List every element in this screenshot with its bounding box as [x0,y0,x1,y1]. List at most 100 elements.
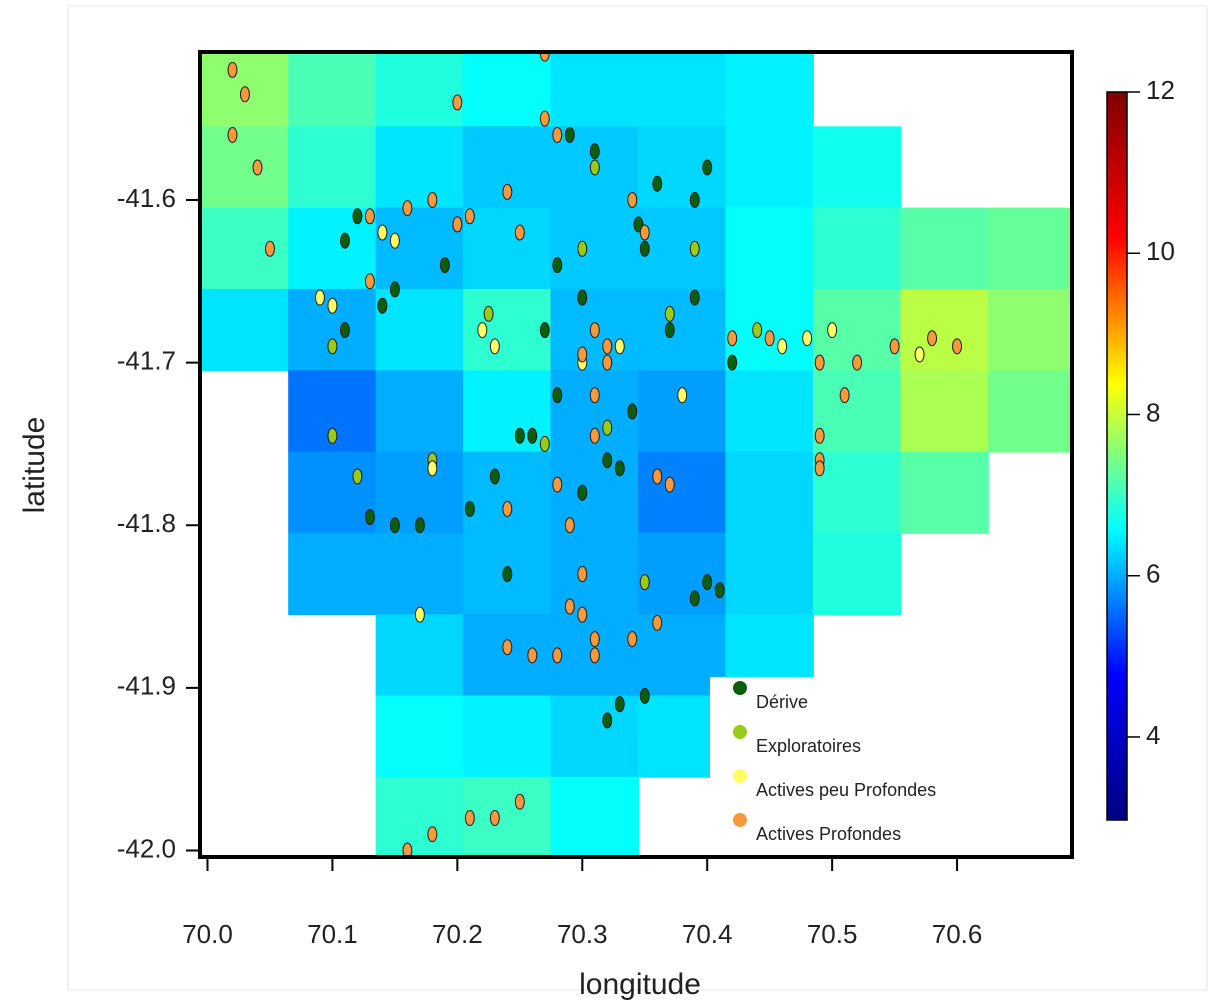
x-tick-label: 70.4 [682,919,733,949]
point [602,712,613,729]
point [614,338,625,355]
point [589,143,600,160]
legend-label: Actives Profondes [756,824,901,844]
point [577,240,588,257]
field-cell [900,451,989,534]
field-cell [200,207,290,290]
point [689,191,700,208]
x-axis-label: longitude [579,968,701,1001]
axes: 4 6 8 10 12 70.0 70.1 70.2 70.3 70.4 70.5 70.6 -41.6… [117,75,1175,949]
point [427,191,438,208]
point [377,297,388,314]
field-cell [725,451,814,534]
point [602,338,613,355]
point [389,281,400,298]
field-cell [288,532,377,616]
x-tick-label: 70.5 [807,919,858,949]
field-cell [375,776,465,857]
point [564,126,575,143]
point [402,200,413,217]
point [552,257,563,274]
point [927,330,938,347]
x-tick-label: 70.3 [557,919,608,949]
point [802,330,813,347]
point [389,517,400,534]
field-cell [375,614,465,697]
point [664,476,675,493]
y-tick-label: -41.9 [117,671,176,701]
field-cell [637,207,727,290]
point [483,305,494,322]
colorbar [1106,91,1128,821]
point [502,183,513,200]
point [314,289,325,306]
legend-label: Dérive [756,692,808,712]
point [564,517,575,534]
point [814,427,825,444]
point [639,574,650,591]
field-cell [288,207,377,290]
point [552,476,563,493]
field-cell [288,451,377,534]
point [414,517,425,534]
field-cell [812,126,902,209]
point [727,330,738,347]
point [652,468,663,485]
point [339,232,350,249]
field-cell [725,370,814,453]
field-cell [987,288,1072,372]
x-tick-label: 70.1 [307,919,358,949]
point [527,647,538,664]
point [402,842,413,857]
field-cell [463,52,552,128]
field-cell [200,126,290,209]
point [489,809,500,826]
point [614,460,625,477]
point [589,631,600,648]
point [489,338,500,355]
colorbar-tick-label: 6 [1146,559,1160,589]
point [264,240,275,257]
point [527,427,538,444]
point [552,126,563,143]
point [689,289,700,306]
field-cell [637,370,727,453]
point [627,191,638,208]
field-cell [725,126,814,209]
colorbar-tick-label: 12 [1146,75,1175,105]
point [602,452,613,469]
point [702,574,713,591]
point [464,809,475,826]
point [414,606,425,623]
point [589,387,600,404]
field-cell [637,126,727,209]
field-cell [812,532,902,616]
point [664,305,675,322]
point [652,614,663,631]
point [339,322,350,339]
point [689,590,700,607]
point [227,126,238,143]
field-cell [725,288,814,372]
point [477,322,488,339]
point [539,435,550,452]
legend-label: Actives peu Profondes [756,780,936,800]
point [502,566,513,583]
point [577,606,588,623]
point [614,696,625,713]
field-cell [375,52,465,128]
point [389,232,400,249]
field-cell [900,207,989,290]
point [602,419,613,436]
y-tick-label: -41.7 [117,345,176,375]
field-cell [375,126,465,209]
legend-swatch [733,813,747,827]
legend-swatch [733,681,747,695]
field-cell [987,370,1072,453]
field-cell [375,695,465,778]
point [489,468,500,485]
legend-label: Exploratoires [756,736,861,756]
field-cell [288,126,377,209]
field-cell [550,776,639,857]
